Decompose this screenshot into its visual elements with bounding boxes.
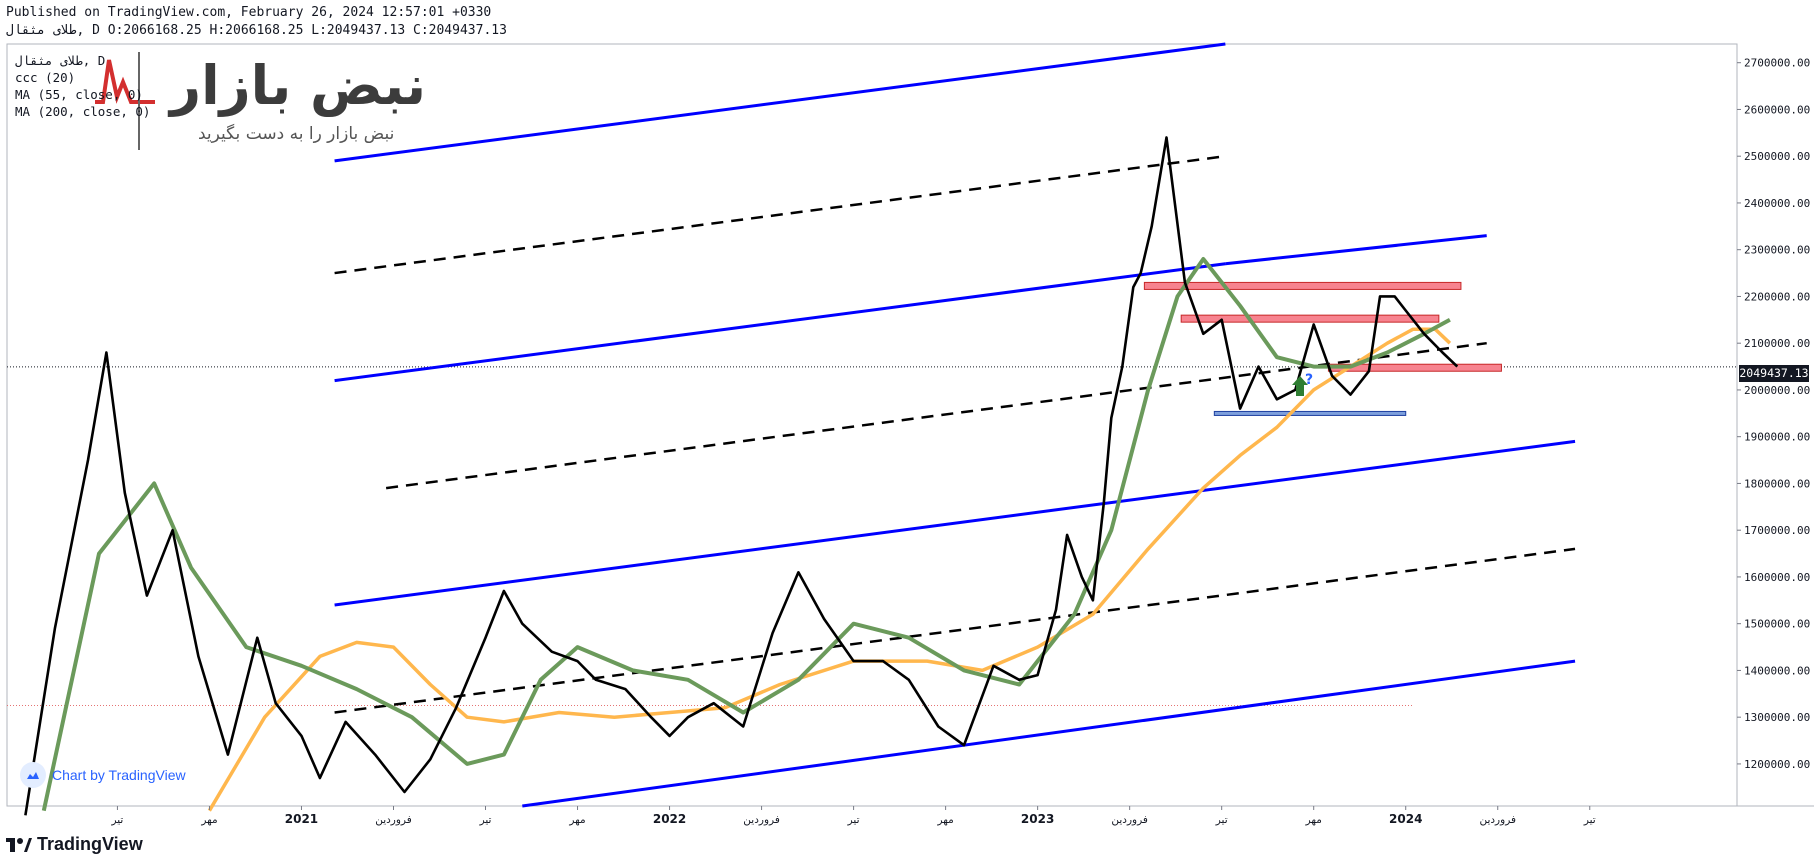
- y-tick-label-7: 2000000.00: [1744, 384, 1810, 397]
- y-tick-label-0: 2700000.00: [1744, 57, 1810, 70]
- x-tick-label-4: تیر: [479, 814, 492, 826]
- channel-line-5: [334, 439, 1576, 607]
- ma55-series-line: [41, 257, 1451, 812]
- zone-rectangles[interactable]: [1143, 281, 1502, 416]
- y-tick-label-4: 2300000.00: [1744, 244, 1810, 257]
- x-tick-label-10: 2023: [1021, 812, 1054, 826]
- legend: طلای مثقال, D ccc (20) MA (55, close, 0) MA…: [15, 52, 150, 120]
- legend-symbol[interactable]: طلای مثقال, D: [15, 53, 106, 68]
- zone-red-0: [1143, 281, 1462, 290]
- published-line: Published on TradingView.com, February 2…: [6, 5, 492, 20]
- channel-line-0: [334, 42, 1226, 163]
- x-tick-label-16: تیر: [1583, 814, 1596, 826]
- y-tick-label-14: 1300000.00: [1744, 711, 1810, 724]
- watermark: [95, 52, 335, 152]
- y-tick-label-2: 2500000.00: [1744, 150, 1810, 163]
- y-tick-label-1: 2600000.00: [1744, 103, 1810, 116]
- y-tick-label-11: 1600000.00: [1744, 571, 1810, 584]
- up-arrow-icon: ?: [1292, 372, 1313, 396]
- y-tick-label-9: 1800000.00: [1744, 477, 1810, 490]
- legend-indicator-2[interactable]: MA (55, close, 0): [15, 87, 143, 102]
- x-tick-label-13: مهر: [1305, 814, 1322, 826]
- y-tick-label-12: 1500000.00: [1744, 618, 1810, 631]
- price-series-line: [24, 136, 1459, 816]
- zone-blue-3: [1213, 410, 1407, 416]
- chart-header: Published on TradingView.com, February 2…: [6, 4, 507, 40]
- svg-text:?: ?: [1305, 372, 1313, 388]
- x-tick-label-7: فروردین: [743, 814, 780, 826]
- x-tick-label-14: 2024: [1389, 812, 1422, 826]
- channel-line-2: [334, 262, 1226, 383]
- series-lines: [24, 136, 1459, 816]
- x-tick-label-11: فروردین: [1111, 814, 1148, 826]
- x-tick-label-2: 2021: [285, 812, 318, 826]
- channel-line-7: [522, 659, 1576, 808]
- y-tick-label-13: 1400000.00: [1744, 664, 1810, 677]
- ma200-series-line: [207, 327, 1452, 812]
- y-tick-label-3: 2400000.00: [1744, 197, 1810, 210]
- zone-red-1: [1180, 314, 1440, 323]
- x-tick-label-12: تیر: [1215, 814, 1228, 826]
- current-price-tag: 2049437.13: [1739, 365, 1809, 382]
- x-tick-label-9: مهر: [936, 814, 953, 826]
- watermark-logo-text: نبض بازار: [170, 54, 427, 117]
- badge-label[interactable]: Chart by TradingView: [52, 767, 186, 783]
- x-tick-label-1: مهر: [200, 814, 217, 826]
- y-tick-label-5: 2200000.00: [1744, 290, 1810, 303]
- y-tick-label-15: 1200000.00: [1744, 758, 1810, 771]
- x-tick-label-6: 2022: [653, 812, 686, 826]
- footer-logo[interactable]: TradingView: [6, 834, 143, 855]
- tradingview-logo-icon: [6, 837, 32, 852]
- channel-line-6: [334, 547, 1576, 714]
- x-tick-label-3: فروردین: [375, 814, 412, 826]
- legend-indicator-3[interactable]: MA (200, close, 0): [15, 104, 151, 119]
- channel-line-1: [334, 154, 1226, 275]
- tradingview-badge[interactable]: Chart by TradingView: [20, 762, 186, 788]
- price-axis: 2700000.00 2600000.00 2500000.00 2400000.00…: [1737, 57, 1810, 771]
- channel-line-4: [385, 341, 1487, 490]
- watermark-pulse-icon: [95, 52, 155, 150]
- x-tick-label-8: تیر: [847, 814, 860, 826]
- y-tick-label-6: 2100000.00: [1744, 337, 1810, 350]
- cloud-icon: [20, 762, 46, 788]
- watermark-tagline: نبض بازار را به دست بگیرید: [198, 124, 395, 144]
- footer-brand: TradingView: [37, 834, 143, 854]
- channel-lines[interactable]: [334, 42, 1576, 808]
- x-tick-label-0: تیر: [110, 814, 123, 826]
- channel-line-3: [1225, 234, 1487, 266]
- ohlc-line: طلای مثقال, D O:2066168.25 H:2066168.25 …: [6, 23, 507, 38]
- y-tick-label-8: 1900000.00: [1744, 431, 1810, 444]
- time-axis: تیر مهر 2021 فروردین تیر مهر 2022 فروردین تیر مهر…: [110, 806, 1596, 826]
- y-tick-label-10: 1700000.00: [1744, 524, 1810, 537]
- x-tick-label-15: فروردین: [1479, 814, 1516, 826]
- legend-indicator-1[interactable]: ccc (20): [15, 70, 76, 85]
- x-tick-label-5: مهر: [568, 814, 585, 826]
